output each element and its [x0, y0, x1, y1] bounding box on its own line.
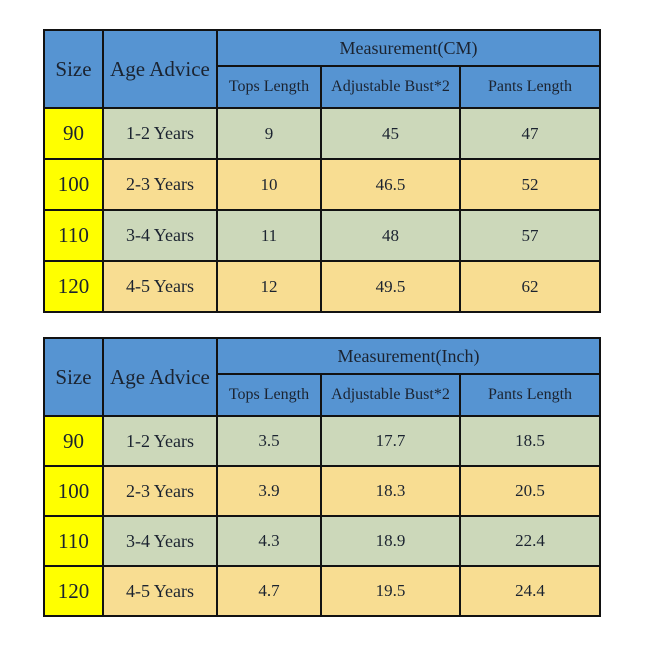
cm-size-column-header: Size [43, 29, 104, 109]
pants-length-cell: 18.5 [458, 415, 602, 467]
cm-age-advice-column-header: Age Advice [102, 29, 218, 109]
tops-length-cell: 9 [216, 107, 322, 160]
inch-measurement-group-header: Measurement(Inch) [215, 337, 602, 375]
table-row: 90 1-2 Years 3.5 17.7 18.5 [43, 415, 602, 467]
inch-adjustable-bust-column-header: Adjustable Bust*2 [320, 373, 461, 417]
pants-length-cell: 52 [459, 158, 601, 211]
cm-subheader-row: Tops Length Adjustable Bust*2 Pants Leng… [44, 65, 601, 109]
size-chart-cm-table: Size Age Advice Measurement(CM) Tops Len… [43, 29, 601, 313]
tops-length-cell: 10 [216, 158, 322, 211]
size-cell: 90 [43, 415, 104, 467]
inch-header-row: Size Age Advice Measurement(Inch) [43, 337, 602, 417]
adjustable-bust-cell: 49.5 [320, 260, 461, 313]
table-row: 100 2-3 Years 3.9 18.3 20.5 [43, 465, 602, 517]
adjustable-bust-cell: 18.3 [320, 465, 461, 517]
age-cell: 4-5 Years [102, 260, 218, 313]
inch-tops-length-column-header: Tops Length [216, 373, 322, 417]
age-cell: 1-2 Years [102, 107, 218, 160]
size-cell: 90 [43, 107, 104, 160]
cm-tops-length-column-header: Tops Length [216, 65, 322, 109]
cm-adjustable-bust-column-header: Adjustable Bust*2 [320, 65, 461, 109]
table-row: 120 4-5 Years 12 49.5 62 [43, 260, 601, 313]
pants-length-cell: 47 [459, 107, 601, 160]
tops-length-cell: 4.3 [216, 515, 322, 567]
age-cell: 2-3 Years [102, 158, 218, 211]
table-row: 90 1-2 Years 9 45 47 [43, 107, 601, 160]
size-chart-inch-table: Size Age Advice Measurement(Inch) Tops L… [43, 337, 602, 617]
pants-length-cell: 22.4 [458, 515, 602, 567]
pants-length-cell: 57 [459, 209, 601, 262]
inch-subheader-row: Tops Length Adjustable Bust*2 Pants Leng… [44, 373, 602, 417]
adjustable-bust-cell: 19.5 [320, 565, 461, 617]
adjustable-bust-cell: 46.5 [320, 158, 461, 211]
inch-size-column-header: Size [43, 337, 104, 417]
tops-length-cell: 12 [216, 260, 322, 313]
adjustable-bust-cell: 18.9 [320, 515, 461, 567]
inch-pants-length-column-header: Pants Length [458, 373, 602, 417]
table-row: 120 4-5 Years 4.7 19.5 24.4 [43, 565, 602, 617]
adjustable-bust-cell: 45 [320, 107, 461, 160]
tops-length-cell: 3.9 [216, 465, 322, 517]
table-row: 100 2-3 Years 10 46.5 52 [43, 158, 601, 211]
table-row: 110 3-4 Years 4.3 18.9 22.4 [43, 515, 602, 567]
age-cell: 3-4 Years [102, 209, 218, 262]
age-cell: 3-4 Years [102, 515, 218, 567]
tops-length-cell: 11 [216, 209, 322, 262]
inch-age-advice-column-header: Age Advice [102, 337, 218, 417]
cm-measurement-group-header: Measurement(CM) [216, 29, 601, 67]
cm-pants-length-column-header: Pants Length [459, 65, 601, 109]
tops-length-cell: 4.7 [216, 565, 322, 617]
size-cell: 100 [43, 158, 104, 211]
adjustable-bust-cell: 48 [320, 209, 461, 262]
size-cell: 100 [43, 465, 104, 517]
table-row: 110 3-4 Years 11 48 57 [43, 209, 601, 262]
adjustable-bust-cell: 17.7 [320, 415, 461, 467]
size-cell: 110 [43, 515, 104, 567]
size-cell: 120 [43, 260, 104, 313]
age-cell: 4-5 Years [102, 565, 218, 617]
cm-header-row: Size Age Advice Measurement(CM) [43, 29, 601, 109]
age-cell: 1-2 Years [102, 415, 218, 467]
size-cell: 120 [43, 565, 104, 617]
age-cell: 2-3 Years [102, 465, 218, 517]
pants-length-cell: 62 [459, 260, 601, 313]
size-cell: 110 [43, 209, 104, 262]
pants-length-cell: 24.4 [458, 565, 602, 617]
pants-length-cell: 20.5 [458, 465, 602, 517]
tops-length-cell: 3.5 [216, 415, 322, 467]
